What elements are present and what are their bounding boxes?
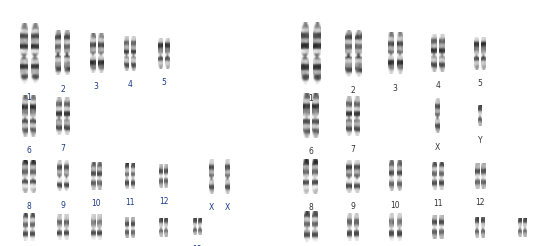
Text: 9: 9: [350, 202, 355, 211]
Text: 7: 7: [60, 144, 65, 153]
Text: 2: 2: [60, 85, 65, 94]
Text: 12: 12: [475, 198, 485, 207]
Text: 6: 6: [26, 146, 31, 155]
Text: 5: 5: [477, 79, 482, 88]
Text: 7: 7: [350, 145, 355, 154]
Text: 10: 10: [91, 200, 101, 209]
Text: 11: 11: [433, 200, 442, 209]
Text: 2: 2: [350, 86, 355, 95]
Text: 4: 4: [435, 81, 440, 90]
Text: X: X: [224, 203, 229, 212]
Text: 3: 3: [393, 84, 398, 92]
Text: X: X: [435, 143, 440, 152]
Text: 5: 5: [161, 78, 166, 87]
Text: Y: Y: [478, 136, 482, 145]
Text: 8: 8: [308, 203, 313, 212]
Text: 3: 3: [94, 82, 99, 92]
Text: 6: 6: [308, 147, 313, 156]
Text: 11: 11: [125, 198, 135, 207]
Text: 1: 1: [27, 93, 31, 102]
Text: 9: 9: [60, 201, 65, 210]
Text: 4: 4: [128, 80, 133, 89]
Text: 1: 1: [308, 94, 313, 103]
Text: 8: 8: [27, 202, 31, 211]
Text: 12: 12: [159, 197, 168, 206]
Text: 18: 18: [193, 245, 202, 246]
Text: 10: 10: [390, 201, 400, 210]
Text: X: X: [209, 203, 214, 212]
